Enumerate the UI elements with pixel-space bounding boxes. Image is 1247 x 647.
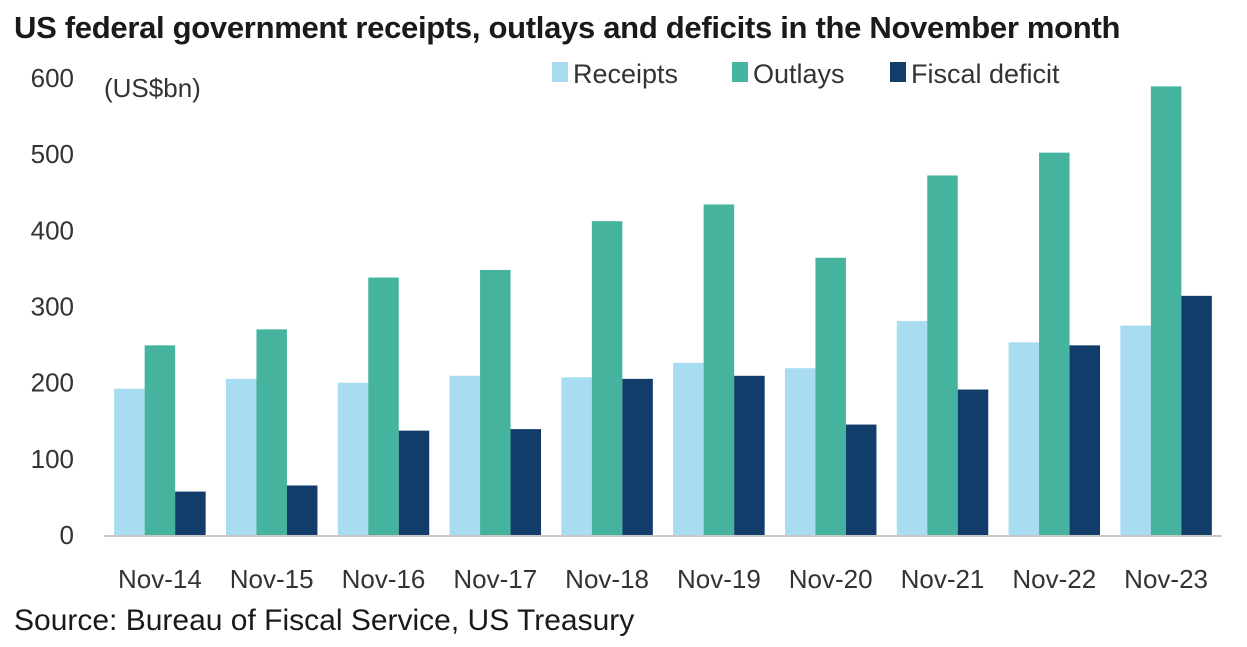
y-axis: 0 100 200 300 400 500 600 — [31, 63, 74, 550]
y-tick-label: 0 — [60, 520, 74, 550]
x-axis: Nov-14 Nov-15 Nov-16 Nov-17 Nov-18 Nov-19 Nov-… — [118, 564, 1208, 594]
bar-outlays — [703, 204, 735, 536]
bar-outlays — [368, 277, 399, 535]
bar-fiscal-deficit — [175, 491, 206, 535]
bar-receipts — [337, 382, 369, 535]
bar-fiscal-deficit — [845, 424, 877, 535]
bar-outlays — [927, 175, 958, 535]
bar-receipts — [1120, 325, 1151, 535]
bar-outlays — [256, 329, 287, 535]
x-tick-label: Nov-20 — [789, 564, 873, 594]
bar-receipts — [1008, 342, 1040, 535]
bar-fiscal-deficit — [622, 378, 653, 535]
chart-title: US federal government receipts, outlays … — [14, 10, 1121, 45]
x-tick-label: Nov-18 — [565, 564, 649, 594]
x-tick-label: Nov-14 — [118, 564, 202, 594]
bars — [114, 86, 1212, 536]
legend-swatch — [552, 62, 568, 82]
source-note: Source: Bureau of Fiscal Service, US Tre… — [14, 604, 635, 637]
x-tick-label: Nov-23 — [1124, 564, 1208, 594]
x-tick-label: Nov-19 — [677, 564, 761, 594]
y-tick-label: 200 — [31, 368, 74, 398]
legend: Receipts Outlays Fiscal deficit — [552, 59, 1060, 89]
x-tick-label: Nov-15 — [230, 564, 314, 594]
bar-receipts — [896, 320, 928, 535]
bar-receipts — [225, 378, 257, 535]
bar-fiscal-deficit — [398, 430, 430, 535]
bar-outlays — [1039, 152, 1070, 536]
bar-fiscal-deficit — [286, 485, 318, 535]
legend-label: Outlays — [753, 59, 845, 89]
y-tick-label: 400 — [31, 215, 74, 245]
bar-receipts — [561, 377, 592, 535]
bar-outlays — [480, 269, 511, 535]
legend-swatch — [890, 62, 906, 82]
bar-fiscal-deficit — [1181, 295, 1212, 535]
y-tick-label: 100 — [31, 444, 74, 474]
bar-outlays — [1150, 86, 1182, 536]
x-tick-label: Nov-22 — [1012, 564, 1096, 594]
bar-receipts — [449, 375, 481, 535]
bar-fiscal-deficit — [510, 429, 542, 535]
x-tick-label: Nov-21 — [901, 564, 985, 594]
y-tick-label: 500 — [31, 139, 74, 169]
y-tick-label: 300 — [31, 292, 74, 322]
bar-outlays — [144, 345, 176, 535]
x-tick-label: Nov-16 — [342, 564, 426, 594]
legend-label: Receipts — [573, 59, 678, 89]
unit-label: (US$bn) — [104, 73, 201, 103]
x-tick-label: Nov-17 — [453, 564, 537, 594]
y-tick-label: 600 — [31, 63, 74, 93]
bar-receipts — [114, 388, 145, 535]
bar-fiscal-deficit — [1069, 345, 1101, 535]
bar-fiscal-deficit — [734, 375, 765, 535]
bar-outlays — [591, 221, 623, 535]
bar-receipts — [784, 368, 816, 535]
bar-outlays — [815, 257, 846, 535]
legend-swatch — [732, 62, 748, 82]
bar-receipts — [673, 362, 704, 535]
bar-fiscal-deficit — [957, 389, 989, 535]
legend-label: Fiscal deficit — [911, 59, 1060, 89]
